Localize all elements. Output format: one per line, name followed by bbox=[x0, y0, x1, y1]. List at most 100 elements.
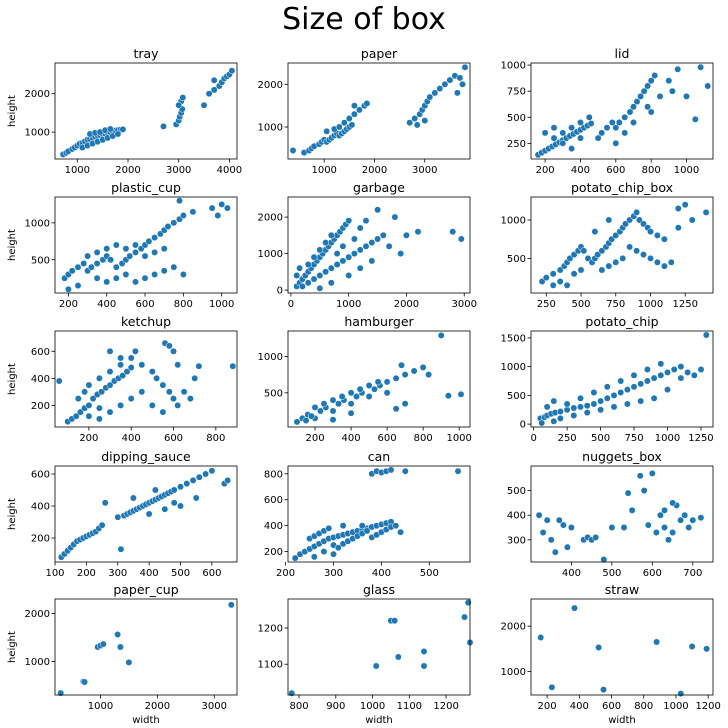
data-point bbox=[117, 401, 125, 409]
data-point bbox=[195, 473, 203, 481]
axes-frame bbox=[54, 465, 238, 563]
data-point bbox=[691, 115, 699, 123]
data-point bbox=[590, 389, 598, 396]
data-point bbox=[420, 662, 428, 670]
x-tick-label: 300 bbox=[324, 568, 343, 579]
data-point bbox=[617, 389, 625, 396]
data-point bbox=[74, 282, 82, 290]
data-point bbox=[322, 268, 330, 276]
data-point bbox=[159, 381, 167, 389]
data-point bbox=[141, 274, 149, 282]
data-point bbox=[411, 115, 419, 122]
data-point bbox=[454, 467, 462, 475]
data-point bbox=[356, 246, 364, 254]
data-point bbox=[550, 397, 558, 405]
x-tick-label: 800 bbox=[174, 299, 193, 310]
x-tick-label: 200 bbox=[79, 433, 98, 444]
y-axis-label: height bbox=[7, 363, 18, 395]
data-point bbox=[647, 77, 655, 85]
x-tick-label: 1100 bbox=[397, 701, 422, 712]
subplot-tray: tray 1000 2000 3000 4000 1000 2000 height bbox=[7, 46, 242, 176]
y-axis-label: height bbox=[7, 95, 18, 127]
data-point bbox=[323, 127, 331, 135]
x-tick-label: 300 bbox=[108, 568, 127, 579]
data-point bbox=[151, 271, 159, 278]
data-point bbox=[665, 536, 672, 544]
data-point bbox=[637, 92, 645, 100]
data-point bbox=[353, 393, 360, 400]
y-tick-label: 1500 bbox=[501, 333, 526, 344]
x-tick-label: 200 bbox=[276, 568, 295, 579]
x-tick-label: 400 bbox=[122, 433, 141, 444]
axes-frame bbox=[530, 465, 714, 563]
data-point bbox=[688, 643, 696, 650]
data-point bbox=[296, 264, 304, 272]
data-point bbox=[114, 631, 122, 638]
y-tick-label: 500 bbox=[507, 113, 526, 124]
data-point bbox=[132, 278, 139, 286]
subplot-title: straw bbox=[605, 582, 639, 597]
data-point bbox=[293, 272, 301, 279]
data-point bbox=[307, 412, 315, 420]
y-tick-label: 2000 bbox=[258, 80, 283, 91]
data-point bbox=[550, 417, 558, 425]
data-point bbox=[95, 415, 103, 423]
data-point bbox=[311, 403, 319, 411]
data-point bbox=[327, 279, 335, 287]
data-point bbox=[648, 469, 656, 477]
data-point bbox=[580, 247, 588, 255]
x-axis-label: width bbox=[132, 715, 160, 726]
data-point bbox=[160, 267, 168, 275]
data-point bbox=[191, 374, 199, 382]
data-point bbox=[583, 402, 591, 410]
x-tick-label: 400 bbox=[140, 568, 159, 579]
data-point bbox=[106, 381, 114, 389]
data-point bbox=[643, 377, 651, 385]
data-point bbox=[339, 257, 347, 265]
data-point bbox=[541, 129, 549, 137]
y-tick-label: 400 bbox=[507, 511, 526, 522]
data-point bbox=[392, 405, 400, 413]
data-point bbox=[610, 391, 618, 399]
y-tick-label: 500 bbox=[507, 391, 526, 402]
x-tick-label: 700 bbox=[683, 568, 702, 579]
data-point bbox=[93, 260, 101, 267]
data-point bbox=[374, 235, 382, 243]
data-point bbox=[93, 248, 101, 256]
data-point bbox=[289, 147, 297, 154]
data-point bbox=[685, 524, 693, 531]
y-tick-label: 750 bbox=[507, 87, 526, 98]
data-point bbox=[697, 366, 705, 373]
data-point bbox=[397, 250, 405, 258]
x-tick-label: 2000 bbox=[362, 165, 387, 176]
data-point bbox=[457, 390, 465, 398]
data-point bbox=[76, 408, 84, 416]
data-point bbox=[329, 407, 337, 415]
data-point bbox=[689, 516, 697, 524]
data-point bbox=[117, 354, 125, 362]
x-tick-label: 1000 bbox=[311, 165, 336, 176]
data-point bbox=[85, 401, 93, 409]
data-point bbox=[347, 400, 355, 408]
data-point bbox=[383, 389, 391, 397]
data-point bbox=[570, 270, 578, 278]
x-tick-label: 100 bbox=[45, 568, 64, 579]
data-point bbox=[368, 239, 376, 247]
x-tick-label: 800 bbox=[642, 165, 661, 176]
data-point bbox=[99, 640, 107, 648]
y-tick-label: 1000 bbox=[501, 667, 526, 678]
data-point bbox=[702, 331, 710, 339]
data-point bbox=[640, 487, 648, 495]
data-point bbox=[335, 400, 342, 408]
y-tick-label: 200 bbox=[264, 547, 283, 558]
y-tick-label: 1000 bbox=[258, 352, 283, 363]
data-point bbox=[379, 231, 387, 239]
data-point bbox=[667, 258, 675, 266]
x-tick-label: 1000 bbox=[360, 701, 385, 712]
x-tick-label: 800 bbox=[414, 433, 433, 444]
data-point bbox=[535, 511, 543, 519]
y-tick-label: 600 bbox=[31, 347, 50, 358]
data-point bbox=[550, 124, 558, 132]
data-point bbox=[436, 85, 444, 93]
axes-frame bbox=[530, 330, 714, 428]
